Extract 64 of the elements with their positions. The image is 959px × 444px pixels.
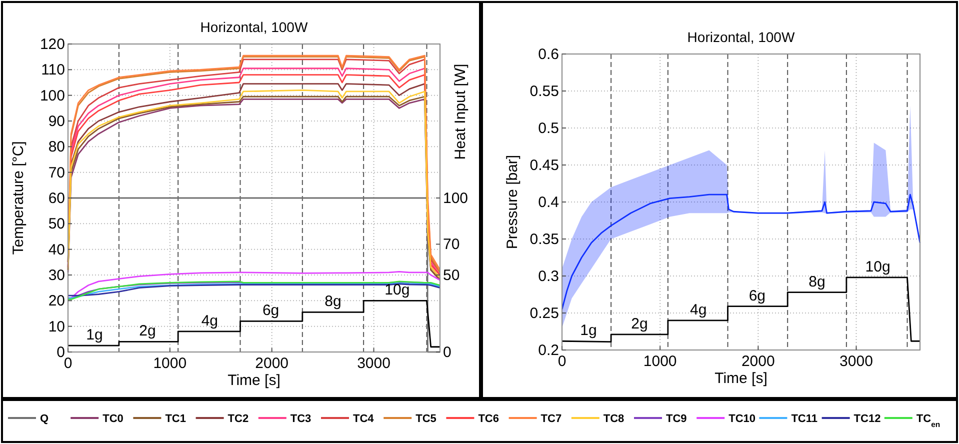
legend-label: TC11: [791, 413, 818, 425]
annotation: 8g: [808, 273, 826, 290]
y-tick-label: 110: [41, 62, 65, 79]
y-tick-label: 120: [40, 36, 65, 53]
y-tick-label: 90: [48, 113, 65, 130]
annotation: 1g: [86, 326, 103, 344]
annotation: 10g: [384, 282, 410, 299]
y-tick-label: 20: [48, 292, 65, 310]
x-tick-label: 3000: [840, 353, 873, 370]
y-tick-label: 50: [48, 216, 65, 233]
y-tick-label: 10: [48, 318, 65, 336]
legend-label: TC9: [666, 413, 687, 425]
legend-label: TC1: [165, 413, 186, 425]
legend-label: TC0: [102, 413, 124, 425]
legend-label: TC8: [603, 413, 624, 425]
annotation: 10g: [865, 258, 890, 276]
annotation: 8g: [324, 293, 342, 310]
x-axis-title: Time [s]: [714, 370, 768, 387]
annotation: 2g: [631, 315, 648, 332]
y-axis-title: Temperature [°C]: [10, 141, 27, 255]
legend-label: Q: [40, 413, 49, 425]
legend-label: TC2: [228, 413, 249, 425]
y-tick-label: 0.35: [530, 231, 559, 248]
chart-title: Horizontal, 100W: [200, 19, 308, 35]
legend-label: TC4: [353, 413, 375, 425]
y-tick-label: 0.25: [530, 305, 559, 322]
annotation: 4g: [201, 312, 218, 330]
chart-title: Horizontal, 100W: [687, 29, 796, 45]
annotation: 6g: [262, 302, 280, 320]
x-axis-title: Time [s]: [228, 372, 280, 389]
legend-label: TC10: [728, 413, 756, 425]
y-tick-label: 0.45: [530, 157, 559, 174]
annotation: 4g: [690, 301, 707, 318]
y2-tick-label: 100: [443, 190, 468, 207]
x-tick-label: 2000: [255, 355, 289, 372]
x-tick-label: 2000: [741, 353, 775, 370]
annotation: 2g: [139, 322, 156, 340]
y-tick-label: 0.3: [538, 268, 559, 285]
annotation: 6g: [748, 287, 766, 304]
y-tick-label: 80: [48, 138, 65, 156]
y-tick-label: 0.4: [538, 194, 559, 211]
x-tick-label: 3000: [357, 355, 390, 372]
legend-label: TC12: [854, 413, 881, 425]
y2-tick-label: 70: [443, 236, 460, 254]
x-tick-label: 1000: [153, 355, 187, 372]
y-tick-label: 0.5: [538, 120, 559, 137]
legend-label: TC5: [416, 413, 436, 425]
y-tick-label: 40: [48, 241, 65, 258]
y-tick-label: 0.2: [538, 342, 559, 359]
legend-label: TC3: [290, 413, 312, 425]
y2-tick-label: 50: [443, 267, 460, 284]
legend-label: TC$_{en}$: [916, 413, 940, 428]
y-tick-label: 30: [48, 267, 65, 284]
legend-label: TC7: [540, 413, 562, 425]
y-tick-label: 100: [40, 87, 65, 104]
y2-axis-title: Heat Input [W]: [452, 64, 469, 160]
legend-label: TC6: [478, 413, 499, 425]
y-tick-label: 0.6: [538, 46, 559, 63]
y-tick-label: 0.55: [530, 83, 559, 100]
y-axis-title: Pressure [bar]: [504, 154, 521, 250]
x-tick-label: 1000: [643, 353, 677, 370]
y-tick-label: 60: [48, 190, 65, 207]
y-tick-label: 70: [48, 164, 65, 182]
annotation: 1g: [580, 322, 597, 340]
